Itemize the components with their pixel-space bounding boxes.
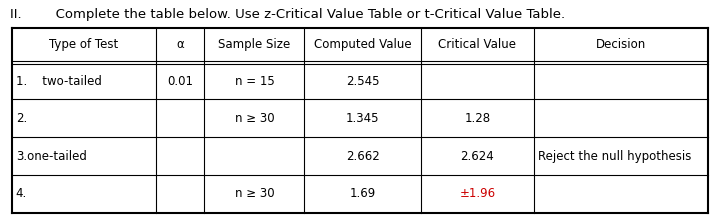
Text: Type of Test: Type of Test bbox=[49, 38, 118, 51]
Text: Reject the null hypothesis: Reject the null hypothesis bbox=[538, 150, 691, 163]
Text: n ≥ 30: n ≥ 30 bbox=[235, 188, 274, 200]
Text: Decision: Decision bbox=[596, 38, 646, 51]
Text: 2.: 2. bbox=[16, 112, 27, 125]
Text: 2.662: 2.662 bbox=[346, 150, 379, 163]
Text: 1.    two-tailed: 1. two-tailed bbox=[16, 75, 102, 88]
Text: 1.345: 1.345 bbox=[346, 112, 379, 125]
Text: 2.624: 2.624 bbox=[461, 150, 494, 163]
Text: 2.545: 2.545 bbox=[346, 75, 379, 88]
Text: 3.one-tailed: 3.one-tailed bbox=[16, 150, 86, 163]
Text: II.        Complete the table below. Use z-Critical Value Table or t-Critical Va: II. Complete the table below. Use z-Crit… bbox=[10, 8, 565, 21]
Text: ±1.96: ±1.96 bbox=[459, 188, 495, 200]
Text: n ≥ 30: n ≥ 30 bbox=[235, 112, 274, 125]
Text: Critical Value: Critical Value bbox=[438, 38, 516, 51]
Text: Sample Size: Sample Size bbox=[218, 38, 291, 51]
Text: Computed Value: Computed Value bbox=[314, 38, 412, 51]
Text: 0.01: 0.01 bbox=[167, 75, 193, 88]
Text: α: α bbox=[176, 38, 184, 51]
Text: n = 15: n = 15 bbox=[235, 75, 274, 88]
Text: 4.: 4. bbox=[16, 188, 27, 200]
Text: 1.69: 1.69 bbox=[350, 188, 376, 200]
Text: 1.28: 1.28 bbox=[464, 112, 490, 125]
